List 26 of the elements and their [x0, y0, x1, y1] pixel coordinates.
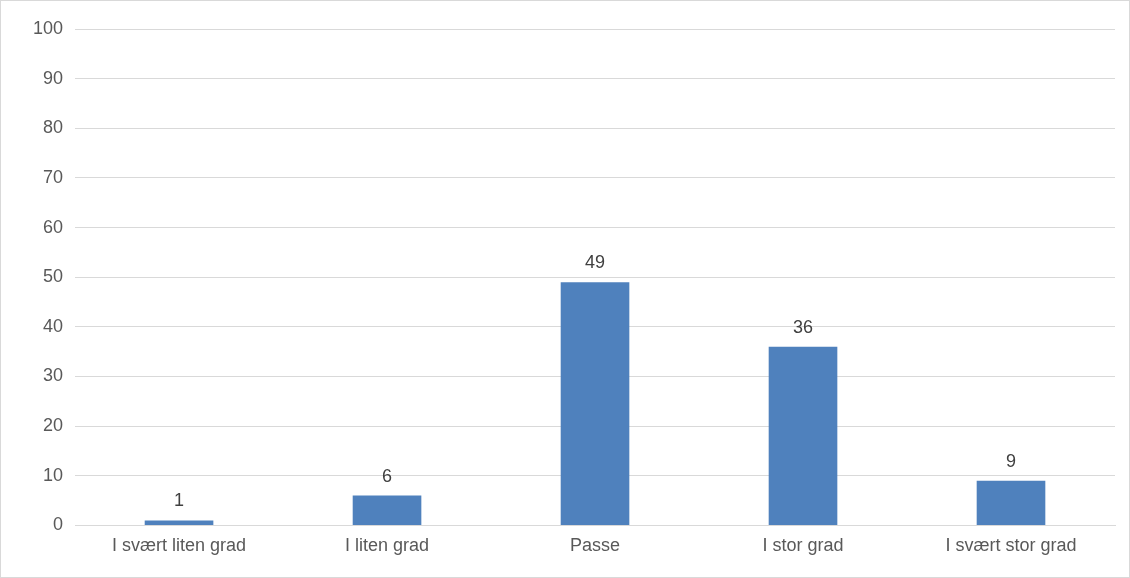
y-tick-label: 100 — [32, 17, 64, 38]
y-tick-label: 0 — [53, 514, 64, 535]
x-tick-label: I svært liten grad — [112, 535, 247, 556]
data-label: 36 — [792, 316, 814, 337]
y-tick-label: 10 — [43, 464, 64, 485]
y-tick-label: 40 — [43, 315, 64, 336]
y-tick-label: 90 — [43, 67, 64, 88]
data-label: 9 — [1006, 450, 1017, 471]
bar — [976, 480, 1046, 525]
x-tick-label: Passe — [570, 535, 621, 556]
y-tick-label: 60 — [43, 216, 64, 237]
y-tick-label: 80 — [43, 117, 64, 138]
bar — [144, 520, 214, 525]
y-tick-label: 30 — [43, 365, 64, 386]
y-tick-label: 20 — [43, 415, 64, 436]
y-tick-label: 70 — [43, 166, 64, 187]
x-tick-label: I stor grad — [762, 535, 844, 556]
x-tick-label: I liten grad — [344, 535, 430, 556]
bar — [560, 282, 630, 525]
x-tick-label: I svært stor grad — [945, 535, 1077, 556]
bar — [768, 346, 838, 525]
bar — [352, 495, 422, 525]
data-label: 6 — [382, 465, 393, 486]
data-label: 49 — [585, 252, 606, 273]
data-label: 1 — [174, 490, 185, 511]
y-tick-label: 50 — [43, 266, 64, 287]
